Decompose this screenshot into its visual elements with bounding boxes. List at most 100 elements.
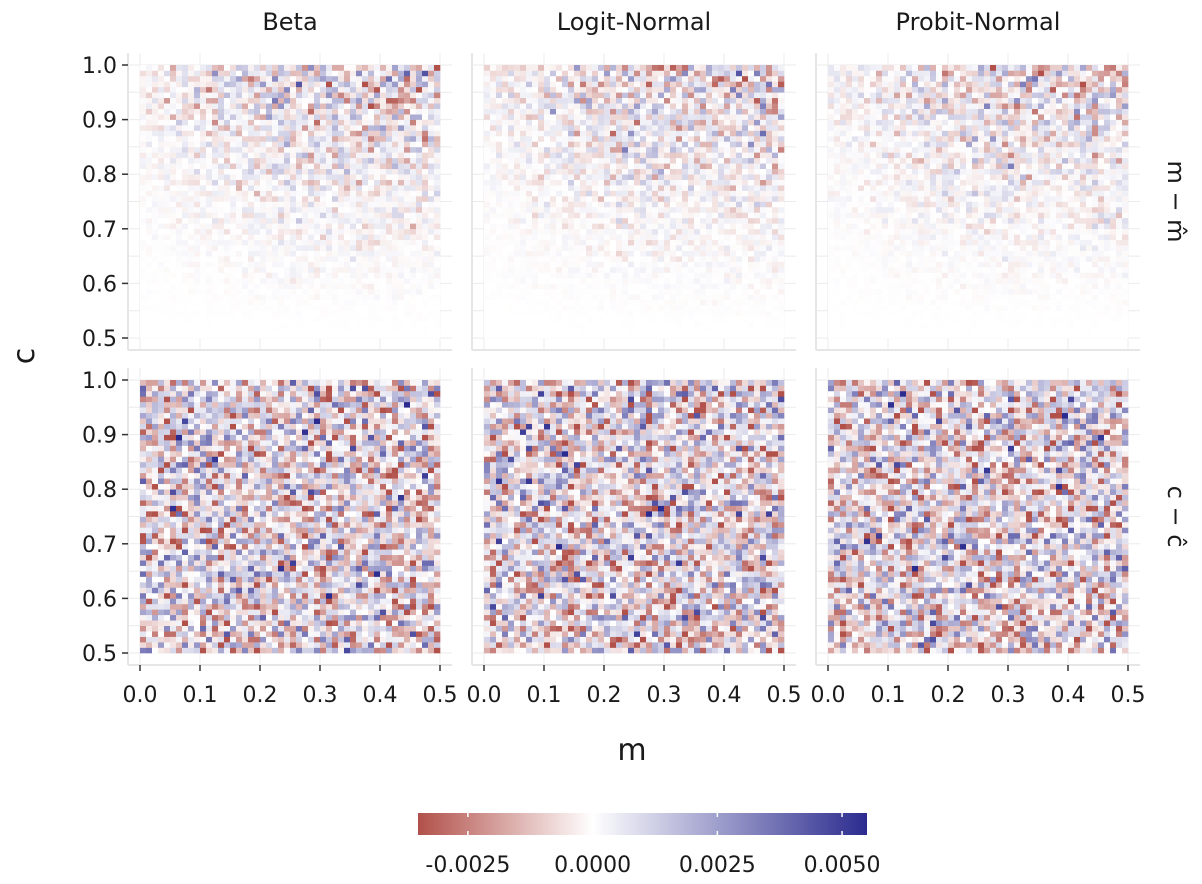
heatmap-cell xyxy=(760,179,767,186)
heatmap-cell xyxy=(194,119,201,126)
heatmap-cell xyxy=(622,294,629,301)
heatmap-cell xyxy=(742,168,749,175)
heatmap-cell xyxy=(290,163,297,170)
heatmap-cell xyxy=(658,179,665,186)
heatmap-cell xyxy=(748,321,755,328)
heatmap-cell xyxy=(170,245,177,251)
heatmap-cell xyxy=(628,185,635,191)
heatmap-cell xyxy=(526,272,533,279)
heatmap-cell xyxy=(496,321,503,328)
heatmap-cell xyxy=(296,114,303,120)
heatmap-cell xyxy=(622,130,629,137)
heatmap-cell xyxy=(146,267,153,273)
heatmap-cell xyxy=(194,81,201,88)
heatmap-cell xyxy=(212,201,219,208)
heatmap-cell xyxy=(526,190,533,197)
heatmap-cell xyxy=(434,228,441,235)
heatmap-cell xyxy=(502,327,509,333)
heatmap-cell xyxy=(634,294,641,301)
heatmap-cell xyxy=(236,310,243,317)
heatmap-cell xyxy=(598,75,605,82)
heatmap-cell xyxy=(248,92,255,99)
heatmap-cell xyxy=(176,239,183,246)
heatmap-cell xyxy=(496,70,503,77)
heatmap-cell xyxy=(610,141,617,148)
heatmap-cell xyxy=(398,239,405,246)
heatmap-cell xyxy=(598,223,605,230)
heatmap-cell xyxy=(712,152,719,159)
heatmap-cell xyxy=(772,130,779,137)
heatmap-cell xyxy=(580,250,587,257)
heatmap-cell xyxy=(538,157,545,164)
heatmap-cell xyxy=(628,108,635,115)
heatmap-cell xyxy=(290,321,297,328)
heatmap-cell xyxy=(140,234,147,241)
heatmap-cell xyxy=(176,245,183,251)
heatmap-cell xyxy=(700,250,707,257)
heatmap-cell xyxy=(550,179,557,186)
heatmap-cell xyxy=(164,152,171,159)
heatmap-cell xyxy=(314,228,321,235)
heatmap-cell xyxy=(200,332,207,339)
heatmap-cell xyxy=(296,212,303,219)
heatmap-cell xyxy=(514,223,521,230)
heatmap-cell xyxy=(652,310,659,317)
heatmap-cell xyxy=(170,185,177,191)
heatmap-cell xyxy=(718,217,725,224)
heatmap-cell xyxy=(562,239,569,246)
heatmap-cell xyxy=(392,135,399,142)
heatmap-cell xyxy=(676,86,683,93)
heatmap-cell xyxy=(194,288,201,295)
heatmap-cell xyxy=(616,332,623,339)
heatmap-cell xyxy=(200,316,207,322)
heatmap-cell xyxy=(760,141,767,148)
heatmap-cell xyxy=(724,81,731,88)
heatmap-cell xyxy=(496,75,503,82)
heatmap-cell xyxy=(526,212,533,219)
heatmap-cell xyxy=(508,310,515,317)
heatmap-cell xyxy=(700,135,707,142)
heatmap-cell xyxy=(568,234,575,241)
heatmap-cell xyxy=(428,190,435,197)
heatmap-cell xyxy=(206,103,213,109)
heatmap-cell xyxy=(640,81,647,88)
heatmap-cell xyxy=(140,103,147,109)
heatmap-cell xyxy=(368,168,375,175)
heatmap-cell xyxy=(532,332,539,339)
heatmap-cell xyxy=(640,135,647,142)
heatmap-cell xyxy=(320,152,327,159)
heatmap-cell xyxy=(760,152,767,159)
heatmap-cell xyxy=(718,267,725,273)
heatmap-cell xyxy=(140,283,147,290)
heatmap-cell xyxy=(272,239,279,246)
heatmap-cell xyxy=(362,168,369,175)
heatmap-cell xyxy=(206,201,213,208)
heatmap-cell xyxy=(682,294,689,301)
heatmap-cell xyxy=(748,234,755,241)
heatmap-cell xyxy=(308,185,315,191)
heatmap-cell xyxy=(404,174,411,180)
heatmap-cell xyxy=(586,206,593,213)
heatmap-cell xyxy=(278,163,285,170)
heatmap-cell xyxy=(428,125,435,131)
heatmap-cell xyxy=(622,190,629,197)
heatmap-cell xyxy=(242,179,249,186)
heatmap-cell xyxy=(508,201,515,208)
heatmap-cell xyxy=(284,327,291,333)
heatmap-cell xyxy=(598,92,605,99)
heatmap-cell xyxy=(520,245,527,251)
heatmap-cell xyxy=(514,70,521,77)
heatmap-cell xyxy=(200,114,207,120)
heatmap-cell xyxy=(242,299,249,306)
heatmap-cell xyxy=(556,75,563,82)
heatmap-cell xyxy=(754,97,761,104)
heatmap-cell xyxy=(356,92,363,99)
heatmap-cell xyxy=(296,130,303,137)
heatmap-cell xyxy=(748,70,755,77)
heatmap-cell xyxy=(520,185,527,191)
heatmap-cell xyxy=(694,239,701,246)
heatmap-cell xyxy=(188,327,195,333)
heatmap-cell xyxy=(416,174,423,180)
heatmap-cell xyxy=(362,75,369,82)
heatmap-cell xyxy=(188,206,195,213)
